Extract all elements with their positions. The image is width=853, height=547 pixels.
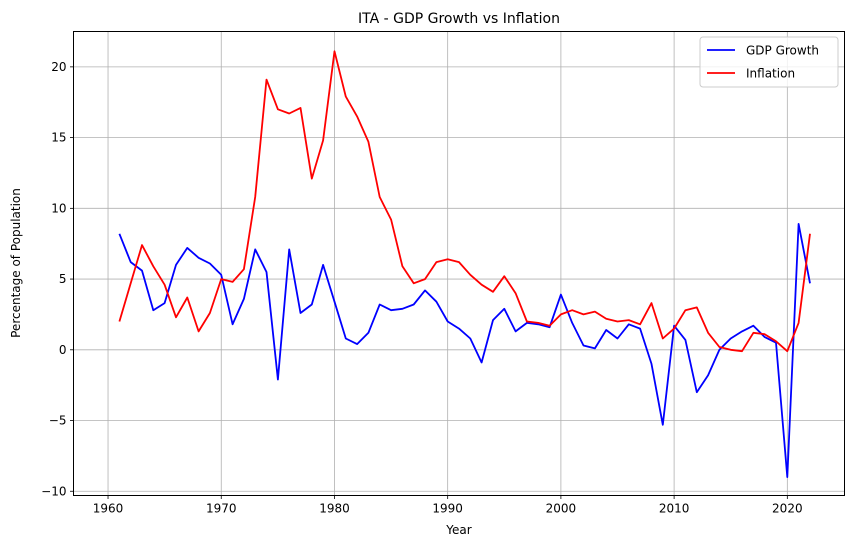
y-tick-label: 0 bbox=[59, 343, 67, 357]
x-tick-label: 2000 bbox=[546, 502, 577, 516]
x-tick-label: 1990 bbox=[432, 502, 463, 516]
y-tick-label: 15 bbox=[51, 131, 66, 145]
plot-frame bbox=[73, 31, 845, 496]
y-tick-label: −5 bbox=[49, 414, 67, 428]
x-tick-label: 2010 bbox=[659, 502, 690, 516]
legend-label-gdp-growth: GDP Growth bbox=[746, 44, 819, 58]
y-tick-label: 10 bbox=[51, 201, 66, 215]
gridlines bbox=[73, 31, 845, 496]
y-axis-label: Percentage of Population bbox=[9, 188, 23, 338]
legend-label-inflation: Inflation bbox=[746, 67, 795, 81]
series-lines bbox=[118, 50, 811, 479]
axis-ticks: 1960 1970 1980 1990 2000 2010 2020 −10 −5 0 5 10 15 2… bbox=[41, 60, 802, 516]
x-tick-label: 2020 bbox=[772, 502, 803, 516]
y-tick-label: 20 bbox=[51, 60, 66, 74]
series-line-inflation bbox=[118, 50, 811, 353]
y-tick-label: −10 bbox=[41, 484, 66, 498]
chart-title: ITA - GDP Growth vs Inflation bbox=[358, 11, 560, 27]
y-tick-label: 5 bbox=[59, 272, 67, 286]
x-tick-label: 1980 bbox=[319, 502, 350, 516]
legend: GDP Growth Inflation bbox=[699, 36, 839, 88]
x-tick-label: 1960 bbox=[93, 502, 124, 516]
series-line-gdp-growth bbox=[118, 222, 811, 479]
x-axis-label: Year bbox=[445, 523, 471, 537]
x-tick-label: 1970 bbox=[206, 502, 237, 516]
